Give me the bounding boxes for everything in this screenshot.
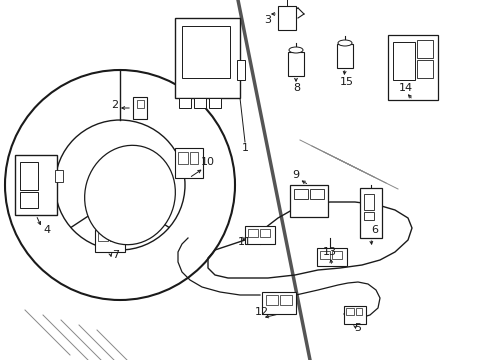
Bar: [309, 189, 324, 199]
Ellipse shape: [288, 47, 303, 53]
Text: 15: 15: [339, 77, 353, 87]
Text: 1: 1: [241, 143, 248, 153]
Text: 2: 2: [111, 100, 118, 110]
Text: 7: 7: [112, 250, 120, 260]
Bar: [343, 306, 365, 324]
Text: 11: 11: [238, 237, 251, 247]
Bar: [237, 60, 244, 80]
Bar: [346, 308, 353, 315]
Bar: [336, 44, 352, 68]
Bar: [262, 292, 295, 314]
Text: 10: 10: [201, 157, 215, 167]
Ellipse shape: [5, 70, 235, 300]
Text: 3: 3: [264, 15, 271, 25]
Bar: [319, 251, 329, 259]
Bar: [95, 230, 125, 252]
Bar: [133, 97, 147, 119]
Bar: [363, 212, 373, 220]
Text: 13: 13: [323, 247, 336, 257]
Text: 12: 12: [254, 307, 268, 317]
Text: 5: 5: [354, 323, 361, 333]
Text: 6: 6: [371, 225, 378, 235]
Bar: [178, 152, 187, 164]
Bar: [20, 162, 38, 190]
Bar: [208, 98, 221, 108]
Bar: [363, 194, 373, 210]
Bar: [316, 248, 346, 266]
Bar: [15, 155, 57, 215]
Bar: [265, 295, 278, 305]
Text: 9: 9: [292, 170, 299, 180]
Bar: [98, 233, 108, 241]
Text: 14: 14: [398, 83, 412, 93]
Bar: [137, 100, 143, 108]
Bar: [416, 60, 432, 78]
Bar: [392, 42, 414, 80]
Bar: [110, 233, 118, 241]
Text: 8: 8: [293, 83, 300, 93]
Bar: [175, 148, 203, 178]
Bar: [244, 226, 274, 244]
Bar: [175, 18, 240, 98]
Bar: [55, 170, 63, 182]
Bar: [182, 26, 229, 78]
Bar: [280, 295, 291, 305]
Bar: [293, 189, 307, 199]
Bar: [278, 6, 295, 30]
Bar: [287, 52, 304, 76]
Bar: [260, 229, 269, 237]
Bar: [359, 188, 381, 238]
Text: 4: 4: [43, 225, 50, 235]
Ellipse shape: [84, 145, 175, 245]
Bar: [179, 98, 191, 108]
Bar: [331, 251, 341, 259]
Bar: [194, 98, 205, 108]
Bar: [289, 185, 327, 217]
Bar: [416, 40, 432, 58]
Bar: [20, 192, 38, 208]
Bar: [190, 152, 198, 164]
Bar: [387, 35, 437, 100]
Ellipse shape: [337, 40, 351, 46]
Bar: [355, 308, 361, 315]
Bar: [247, 229, 258, 237]
Ellipse shape: [55, 120, 184, 250]
